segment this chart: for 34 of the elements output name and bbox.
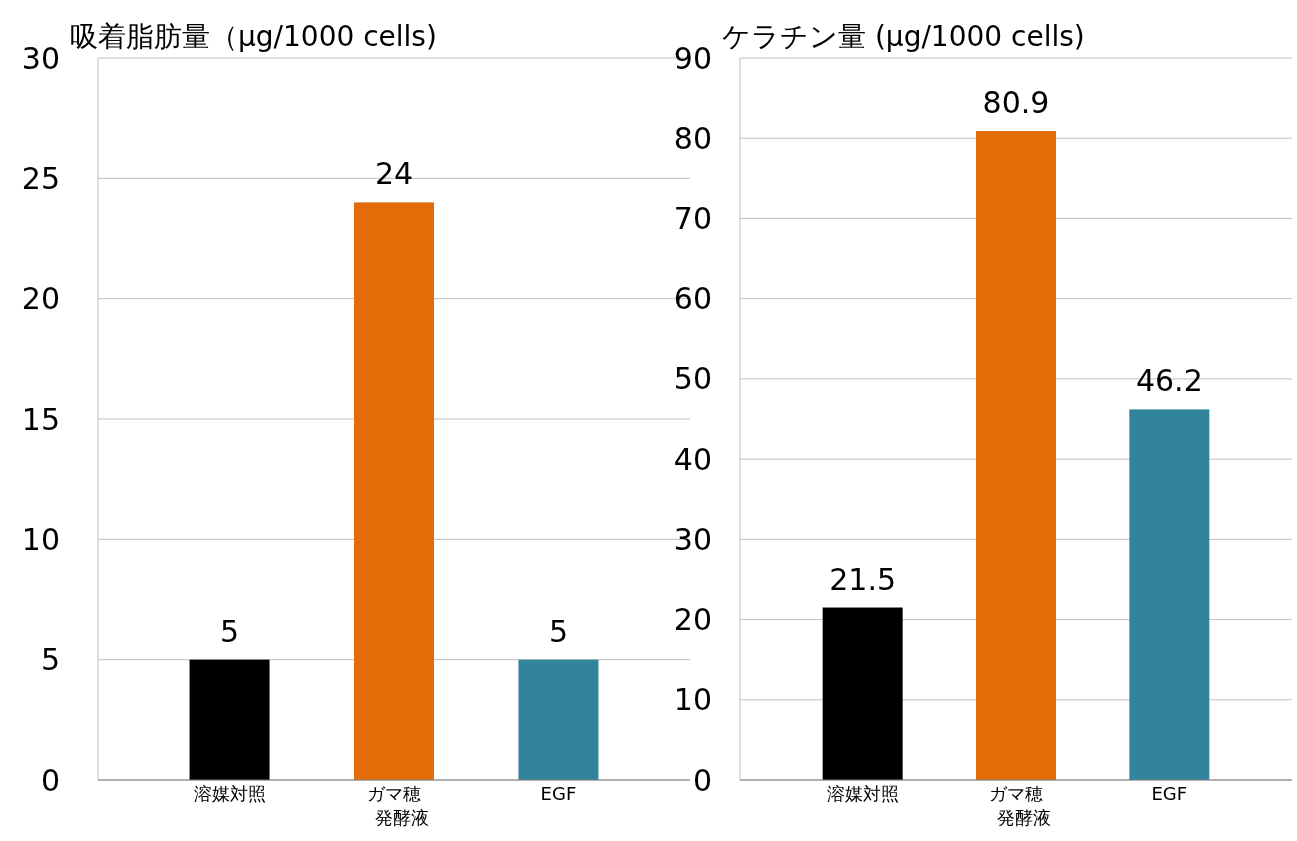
y-tick-label: 5	[40, 642, 60, 678]
y-tick-label: 90	[673, 40, 712, 76]
x-tick-label: ガマ穂発酵液	[367, 783, 429, 828]
bar	[1129, 409, 1210, 780]
chart-title: ケラチン量 (µg/1000 cells)	[722, 20, 1085, 53]
y-tick-label: 50	[673, 361, 712, 397]
y-tick-label: 25	[21, 160, 60, 196]
y-tick-label: 30	[21, 40, 60, 76]
y-tick-label: 15	[21, 401, 60, 437]
y-tick-label: 80	[673, 120, 712, 156]
y-tick-label: 0	[692, 762, 712, 798]
chart-title: 吸着脂肪量（µg/1000 cells)	[70, 20, 437, 53]
y-tick-label: 20	[21, 281, 60, 317]
data-label: 21.5	[829, 561, 897, 597]
data-label: 24	[374, 156, 414, 192]
x-tick-label: ガマ穂発酵液	[989, 783, 1051, 828]
y-tick-label: 60	[673, 281, 712, 317]
bar	[822, 607, 903, 780]
data-label: 80.9	[982, 85, 1050, 120]
y-tick-label: 10	[673, 682, 712, 718]
y-tick-label: 0	[40, 762, 60, 798]
data-label: 46.2	[1135, 363, 1203, 399]
y-tick-label: 10	[21, 521, 60, 557]
y-tick-label: 30	[673, 521, 712, 557]
bar	[976, 131, 1056, 780]
data-label: 5	[548, 613, 568, 649]
x-tick-label: EGF	[540, 783, 577, 804]
x-tick-label: 溶媒対照	[193, 783, 266, 804]
y-tick-label: 20	[673, 602, 712, 638]
y-tick-label: 70	[673, 200, 712, 236]
x-tick-label: 溶媒対照	[826, 783, 899, 804]
y-tick-label: 40	[673, 441, 712, 477]
data-label: 5	[220, 613, 240, 649]
x-tick-label: EGF	[1151, 783, 1188, 804]
